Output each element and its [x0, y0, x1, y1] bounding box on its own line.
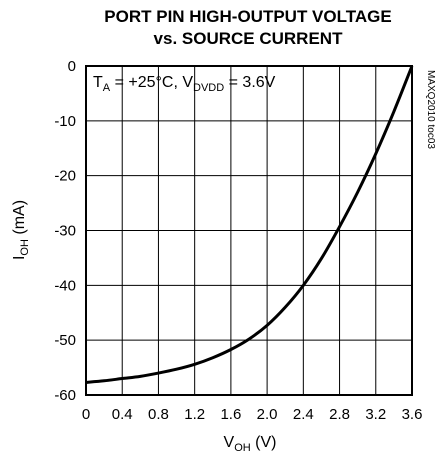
y-tick-label: -30 — [54, 223, 76, 240]
annotation-v-sub: DVDD — [193, 82, 224, 94]
x-tick-label: 1.2 — [184, 406, 205, 423]
x-tick-label: 1.6 — [220, 406, 241, 423]
annotation-t: T — [93, 74, 103, 91]
x-axis-label-main: V — [224, 434, 235, 451]
annotation-conditions: TA = +25°C, VDVDD = 3.6V — [93, 74, 276, 94]
x-axis-label-unit: (V) — [251, 434, 277, 451]
y-tick-label: 0 — [68, 58, 76, 75]
watermark: MAXQ2010 toc03 — [425, 70, 435, 149]
x-tick-label: 3.2 — [365, 406, 386, 423]
y-tick-label: -10 — [54, 113, 76, 130]
tick-labels: 0 0.4 0.8 1.2 1.6 2.0 2.4 2.8 3.2 3.6 0 -10 -20 -30 -4… — [54, 58, 422, 423]
chart-title-line2: vs. SOURCE CURRENT — [154, 29, 344, 48]
x-axis-label: VOH (V) — [224, 434, 277, 454]
y-axis-label: IOH (mA) — [11, 200, 31, 260]
y-axis-label-main: I — [11, 256, 28, 260]
x-tick-label: 3.6 — [402, 406, 423, 423]
x-tick-label: 2.0 — [257, 406, 278, 423]
annotation-v-val: = 3.6V — [224, 74, 275, 91]
chart-title-line1: PORT PIN HIGH-OUTPUT VOLTAGE — [104, 7, 391, 26]
y-tick-label: -60 — [54, 387, 76, 404]
x-tick-label: 0.8 — [148, 406, 169, 423]
y-tick-label: -40 — [54, 277, 76, 294]
x-tick-label: 0 — [82, 406, 90, 423]
x-tick-label: 0.4 — [112, 406, 133, 423]
series-layer — [85, 65, 414, 384]
plot-frame — [85, 65, 413, 396]
x-tick-label: 2.4 — [293, 406, 314, 423]
x-tick-label: 2.8 — [329, 406, 350, 423]
y-tick-label: -50 — [54, 332, 76, 349]
y-axis-label-unit: (mA) — [11, 200, 28, 239]
y-axis-label-sub: OH — [19, 239, 31, 256]
series-line — [85, 65, 414, 384]
annotation-t-val: = +25°C, V — [110, 74, 193, 91]
y-tick-label: -20 — [54, 168, 76, 185]
annotation-t-sub: A — [103, 82, 111, 94]
x-axis-label-sub: OH — [234, 442, 251, 454]
grid — [86, 66, 412, 395]
